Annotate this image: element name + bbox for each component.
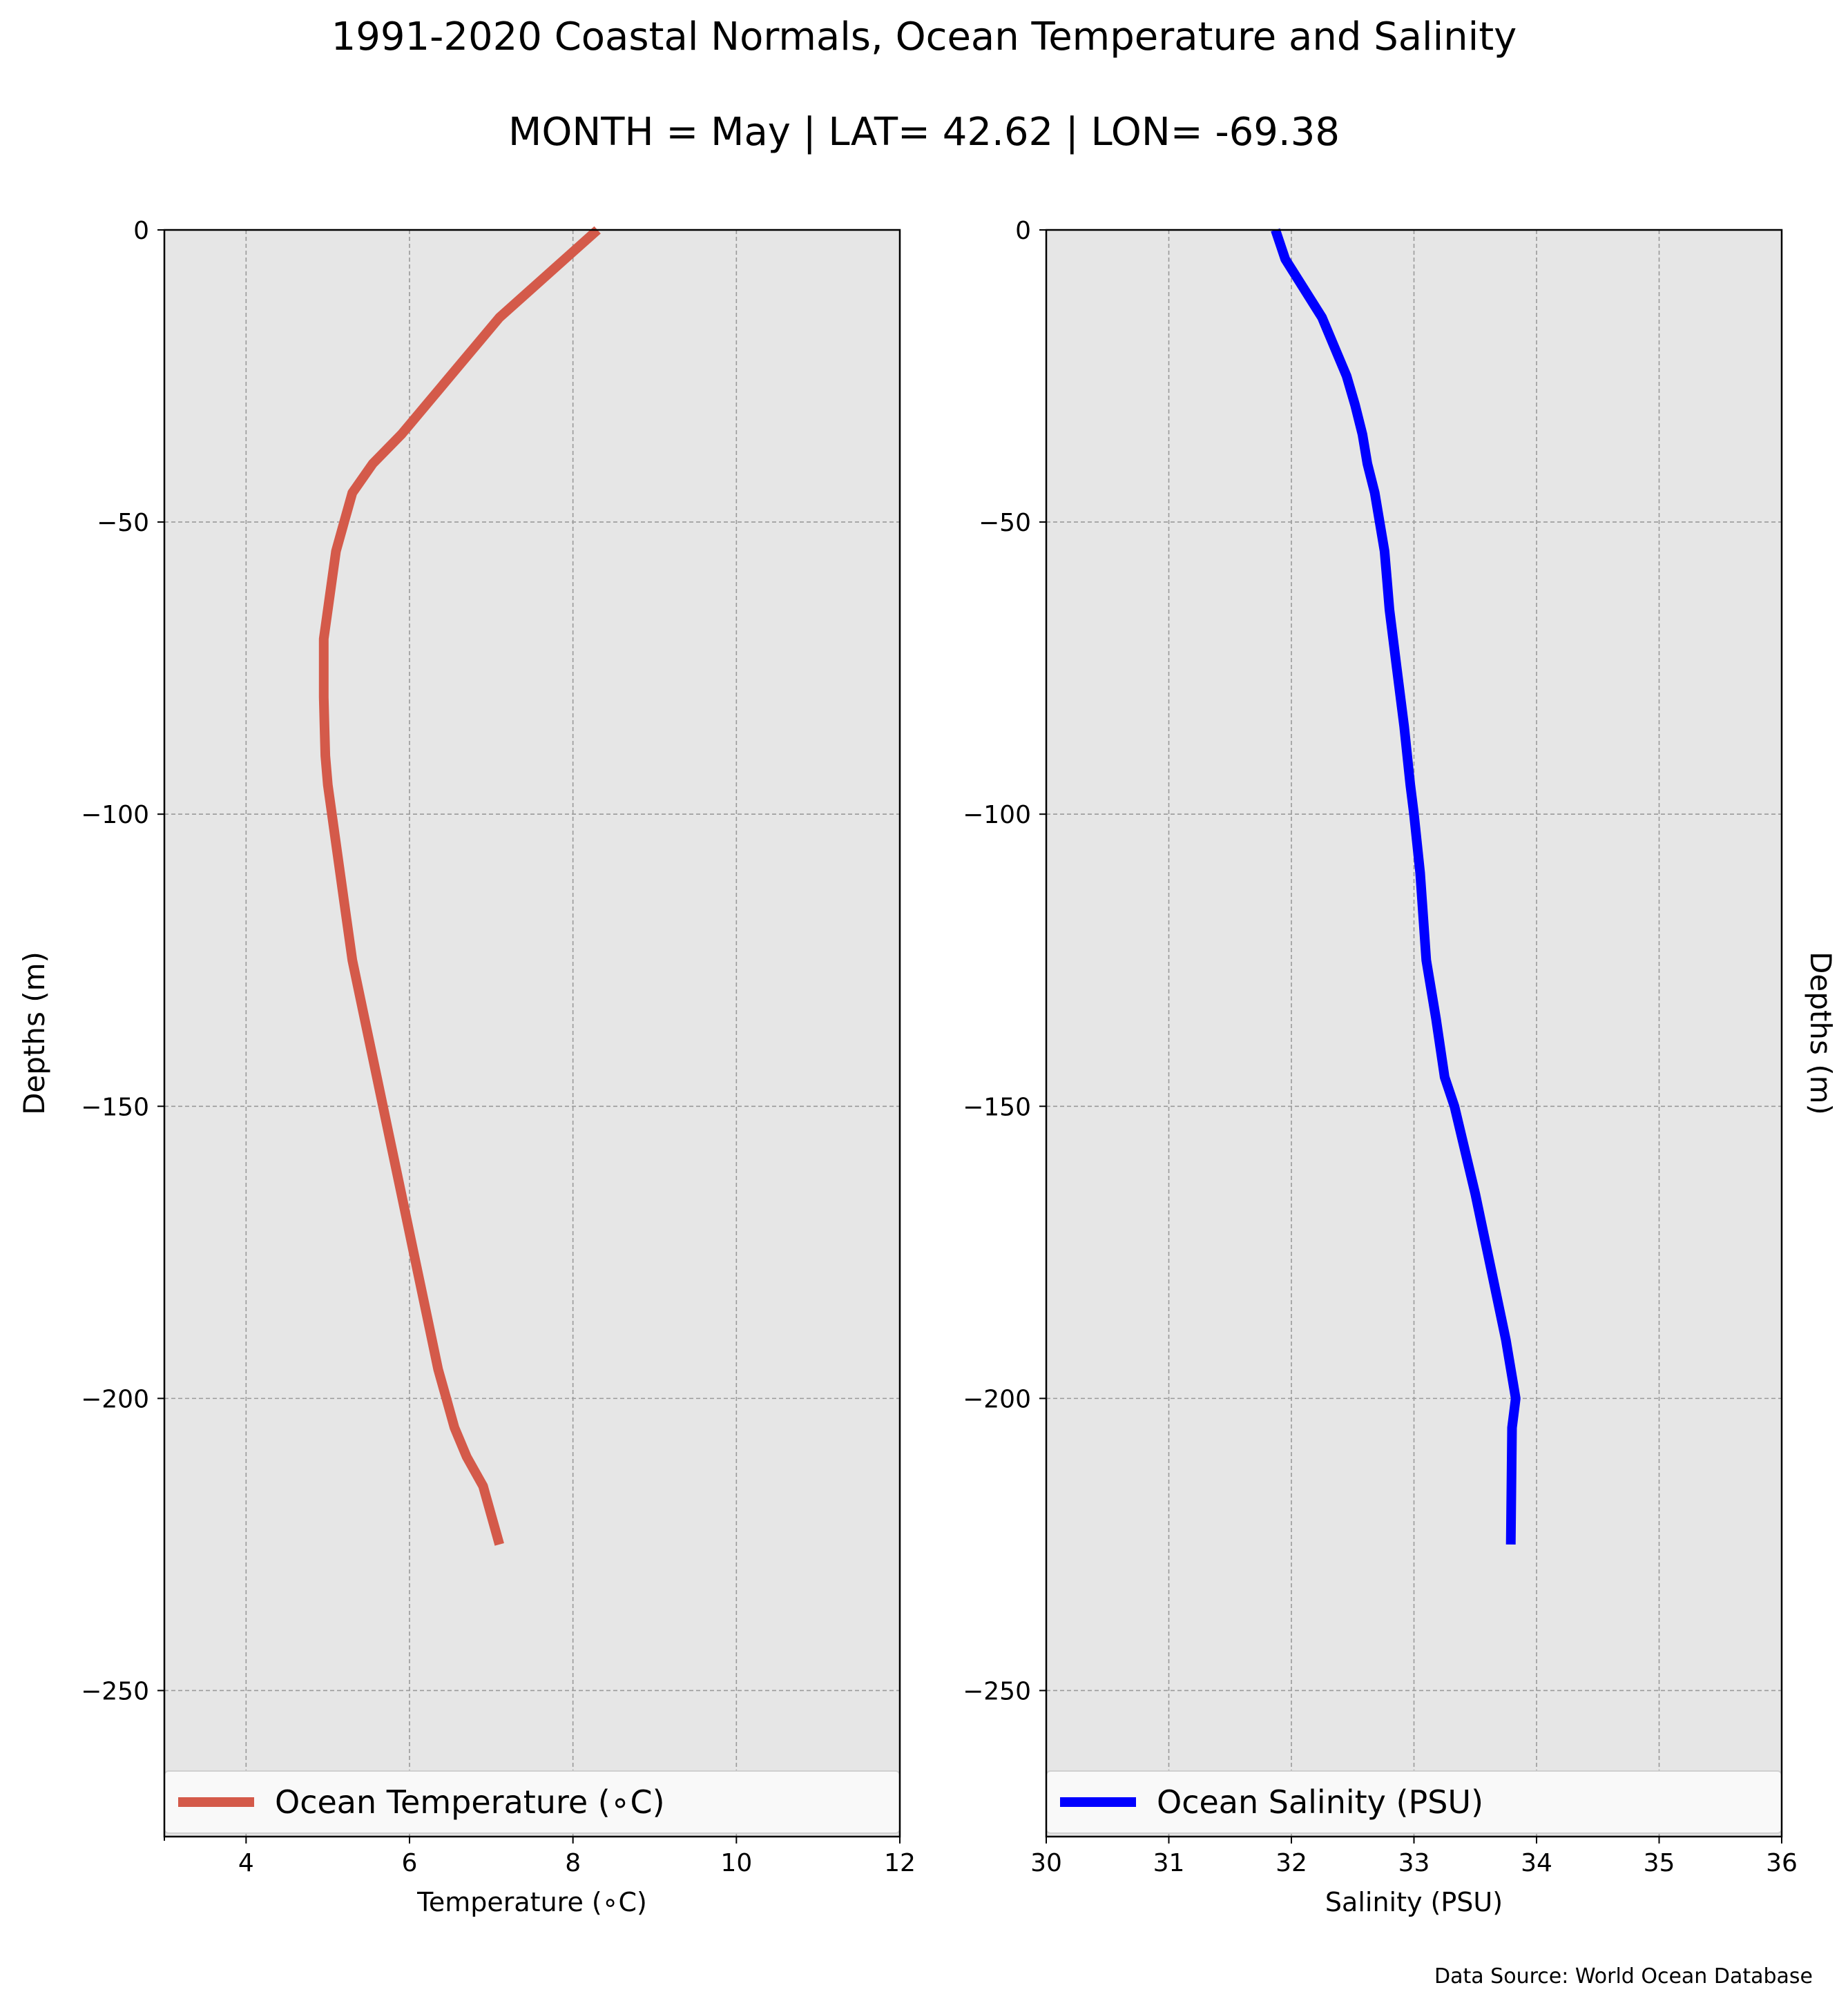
- data-source-note: Data Source: World Ocean Database: [1434, 1964, 1813, 1989]
- x-tick-label: 31: [1153, 1849, 1185, 1877]
- x-tick-label: 34: [1521, 1849, 1552, 1877]
- y-tick-label: −50: [979, 509, 1031, 537]
- y-tick-label: 0: [1015, 217, 1031, 245]
- y-tick-label: −200: [963, 1385, 1031, 1413]
- y-tick-label: −150: [81, 1093, 149, 1121]
- x-tick-label: 30: [1030, 1849, 1062, 1877]
- x-tick-label: 36: [1766, 1849, 1798, 1877]
- y-tick-label: −50: [97, 509, 149, 537]
- x-tick-label: 4: [238, 1849, 254, 1877]
- temperature-profile-line: [318, 226, 601, 1546]
- salinity-panel: Ocean Salinity (PSU) 30 31 32 33 34 35 36 0 −50 −1…: [963, 217, 1838, 1917]
- legend-label: Ocean Temperature (∘C): [275, 1783, 665, 1821]
- x-tick-label: 8: [565, 1849, 581, 1877]
- y-tick-label: 0: [133, 217, 149, 245]
- y-tick-label: −250: [963, 1677, 1031, 1705]
- y-tick-label: −100: [963, 801, 1031, 829]
- x-tick-label: 10: [720, 1849, 752, 1877]
- y-tick-label: −250: [81, 1677, 149, 1705]
- y-tick-label: −150: [963, 1093, 1031, 1121]
- figure-title: 1991-2020 Coastal Normals, Ocean Tempera…: [331, 14, 1517, 59]
- legend-label: Ocean Salinity (PSU): [1157, 1783, 1483, 1821]
- y-tick-label: −100: [81, 801, 149, 829]
- x-tick-label: 33: [1398, 1849, 1430, 1877]
- x-tick-label: 32: [1276, 1849, 1307, 1877]
- y-tick-label: −200: [81, 1385, 149, 1413]
- x-axis-label: Temperature (∘C): [416, 1887, 647, 1917]
- temperature-panel: Ocean Temperature (∘C) 4 6 8 10 12 0 −50 −100 −15…: [17, 217, 916, 1917]
- plot-area: [164, 230, 900, 1837]
- x-tick-label: 6: [402, 1849, 418, 1877]
- x-axis-label: Salinity (PSU): [1325, 1887, 1503, 1917]
- y-axis-label: Depths (m): [17, 951, 51, 1115]
- x-tick-label: 12: [884, 1849, 916, 1877]
- axes-frame: [163, 229, 901, 1838]
- salinity-profile-line: [1271, 228, 1521, 1545]
- y-axis-label: Depths (m): [1804, 951, 1838, 1115]
- figure-subtitle: MONTH = May | LAT= 42.62 | LON= -69.38: [508, 110, 1340, 155]
- x-tick-label: 35: [1644, 1849, 1675, 1877]
